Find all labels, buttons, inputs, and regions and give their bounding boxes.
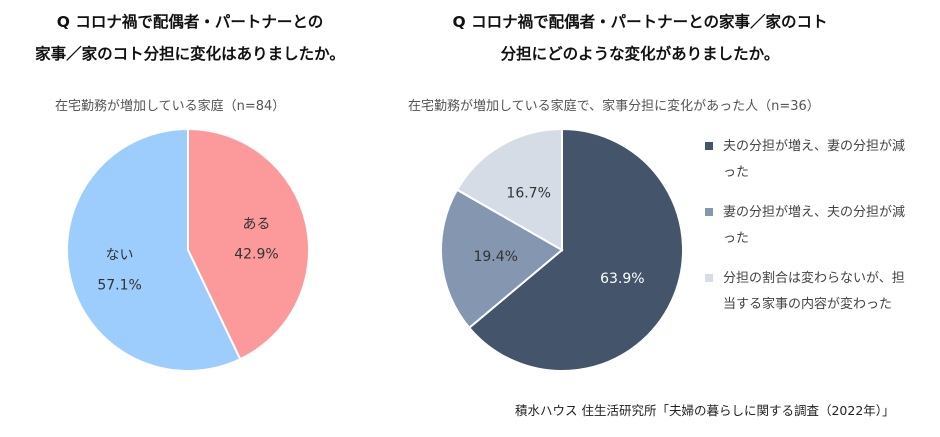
slice-value-label: 63.9% <box>600 271 644 287</box>
slice-category-label: ない <box>106 248 134 264</box>
legend-swatch <box>705 142 713 150</box>
pie-slice <box>467 127 684 372</box>
legend-swatch <box>705 208 713 216</box>
right-chart-subtitle: 在宅勤務が増加している家庭で、家事分担に変化があった人（n=36） <box>408 99 820 114</box>
legend-label: 妻の分担が増え、夫の分担が減った <box>723 205 906 246</box>
pie-slice <box>440 188 564 330</box>
legend-item: 妻の分担が増え、夫の分担が減った <box>705 200 925 252</box>
right-pie-chart: 63.9% 19.4% 16.7% <box>440 127 684 372</box>
left-chart-subtitle: 在宅勤務が増加している家庭（n=84） <box>55 99 286 114</box>
pie-slice <box>455 127 563 252</box>
legend-swatch <box>705 274 713 282</box>
slice-value-label: 16.7% <box>506 185 550 201</box>
legend-label: 夫の分担が増え、妻の分担が減った <box>723 139 906 180</box>
legend-label: 分担の割合は変わらないが、担当する家事の内容が変わった <box>723 271 905 312</box>
legend-item: 夫の分担が増え、妻の分担が減った <box>705 134 925 186</box>
slice-category-label: ある <box>242 216 270 232</box>
slice-value-label: 57.1% <box>97 278 141 294</box>
legend-item: 分担の割合は変わらないが、担当する家事の内容が変わった <box>705 266 925 318</box>
source-note: 積水ハウス 住生活研究所「夫婦の暮らしに関する調査（2022年）」 <box>515 403 895 418</box>
right-chart-legend: 夫の分担が増え、妻の分担が減った 妻の分担が増え、夫の分担が減った 分担の割合は… <box>705 134 925 332</box>
left-pie-chart: ある 42.9% ない 57.1% <box>66 127 310 372</box>
slice-value-label: 42.9% <box>234 246 278 262</box>
pie-slice <box>187 127 310 361</box>
slice-value-label: 19.4% <box>473 249 517 265</box>
left-chart-title: Q コロナ禍で配偶者・パートナーとの 家事／家のコト分担に変化はありましたか。 <box>35 13 345 63</box>
right-chart-title: Q コロナ禍で配偶者・パートナーとの家事／家のコト 分担にどのような変化がありま… <box>452 13 828 63</box>
pie-slice <box>66 127 242 372</box>
